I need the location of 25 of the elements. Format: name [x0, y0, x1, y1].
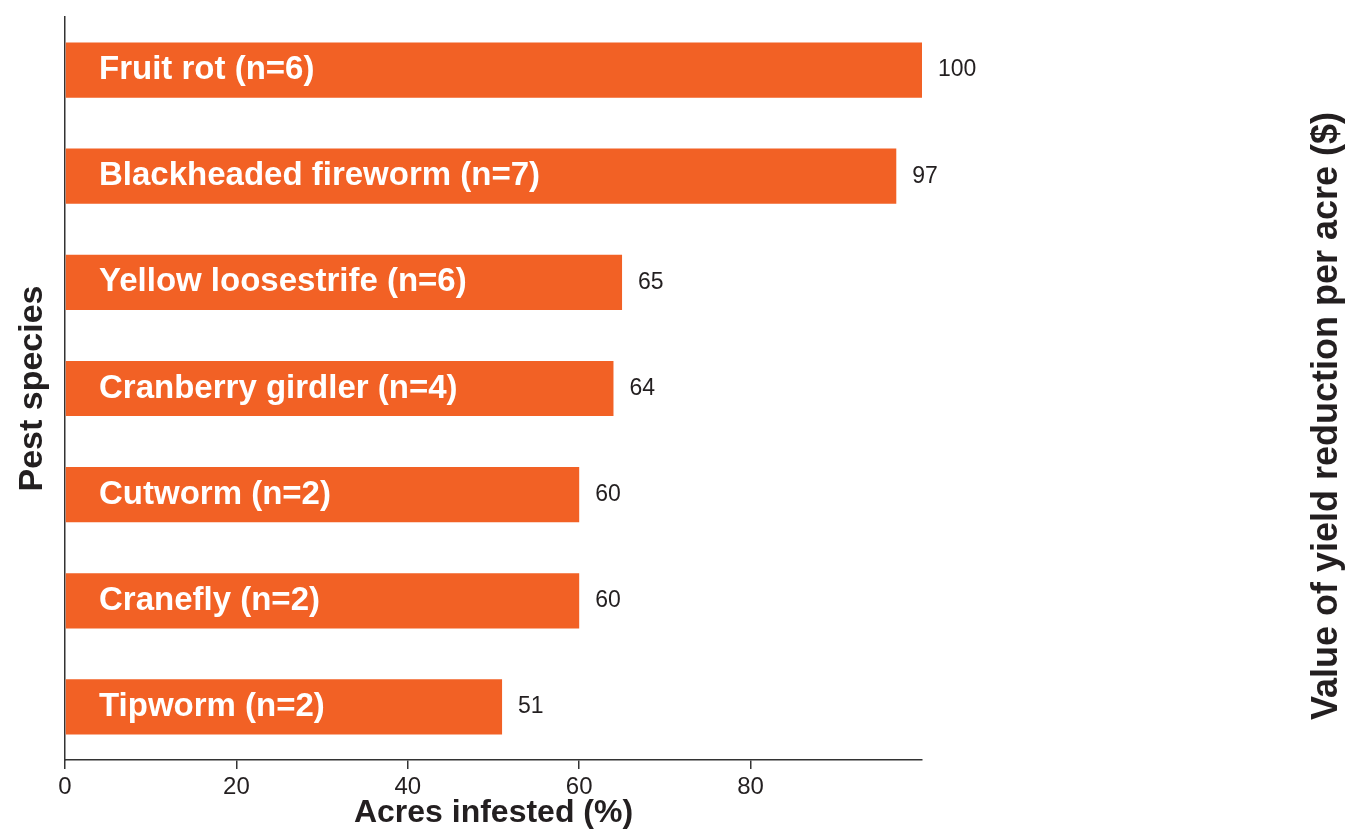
data-label: 65 — [638, 267, 664, 294]
data-label: 97 — [912, 161, 938, 188]
x-tick-label: 40 — [394, 772, 422, 800]
x-tick-label: 80 — [737, 772, 764, 800]
data-label: 51 — [518, 692, 544, 719]
data-label: 100 — [938, 55, 977, 82]
text: Value of yield reduction per acre ($) — [1303, 111, 1345, 721]
x-tick-label: 0 — [58, 772, 72, 800]
data-label: 60 — [595, 479, 621, 506]
y-tick-label: Yellow loosestrife (n=6) — [99, 261, 467, 299]
y-tick-label: Blackheaded fireworm (n=7) — [99, 155, 541, 193]
y-tick-label: Cranberry girdler (n=4) — [99, 367, 458, 405]
bar — [65, 42, 922, 98]
x-tick-label: 60 — [565, 772, 593, 800]
bar — [65, 679, 503, 735]
bar — [65, 467, 580, 523]
y-tick-label: Fruit rot (n=6) — [99, 49, 315, 87]
x-tick-label: 20 — [223, 772, 250, 800]
bar — [65, 573, 580, 629]
y-axis-title: Pest species — [10, 285, 49, 492]
y-tick-label: Cutworm (n=2) — [99, 473, 331, 511]
data-label: 60 — [595, 586, 621, 613]
y-tick-label: Tipworm (n=2) — [99, 686, 325, 724]
data-label: 64 — [629, 373, 656, 400]
y-tick-label: Cranefly (n=2) — [99, 579, 320, 617]
